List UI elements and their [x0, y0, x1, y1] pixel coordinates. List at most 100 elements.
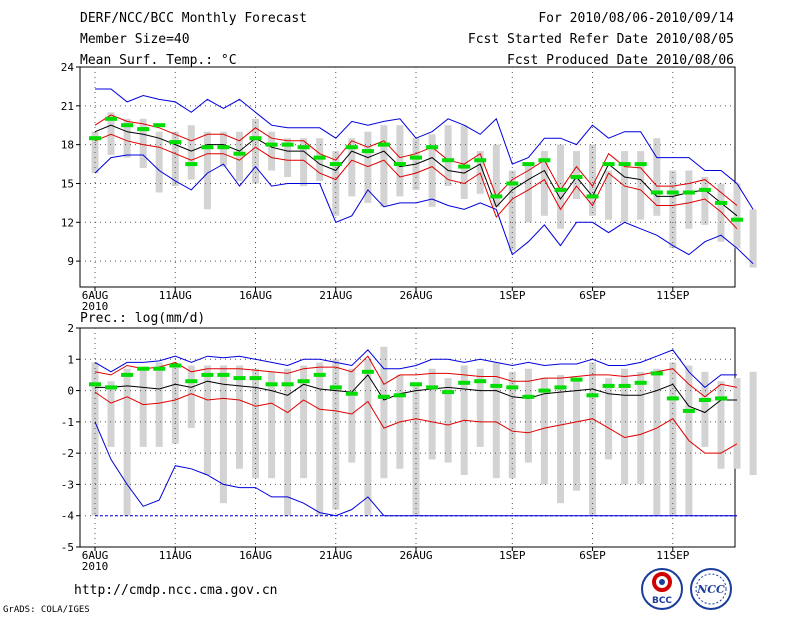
box-1-27 — [524, 368, 532, 463]
median-mark-0-35 — [650, 190, 663, 195]
upper-line-1 — [94, 355, 738, 398]
median-mark-1-35 — [650, 371, 663, 376]
median-mark-0-24 — [474, 158, 487, 163]
mean-line-1 — [95, 374, 737, 414]
bcc-logo-icon: BCC — [641, 568, 683, 610]
box-0-18 — [380, 125, 388, 207]
box-0-13 — [300, 138, 308, 187]
median-mark-0-23 — [458, 164, 471, 169]
median-mark-0-0 — [89, 136, 101, 141]
box-0-38 — [701, 177, 709, 225]
box-1-15 — [332, 359, 340, 510]
box-0-5 — [171, 131, 179, 187]
median-mark-0-33 — [618, 162, 631, 167]
median-mark-1-36 — [666, 396, 679, 401]
median-mark-1-5 — [169, 363, 182, 368]
y-tick-label-1-2: 2 — [67, 322, 74, 335]
median-mark-1-13 — [297, 379, 310, 384]
box-1-31 — [589, 362, 596, 516]
median-mark-0-38 — [698, 187, 711, 192]
y-tick-label-1--2: -2 — [61, 447, 74, 460]
box-0-23 — [460, 125, 468, 199]
box-1-9 — [236, 365, 243, 469]
box-1-28 — [540, 378, 548, 485]
median-mark-0-5 — [169, 140, 182, 145]
median-mark-0-25 — [490, 194, 503, 199]
header-right: For 2010/08/06-2010/09/14 Fcst Started R… — [468, 11, 734, 74]
box-1-8 — [219, 365, 227, 504]
median-mark-0-8 — [217, 145, 230, 150]
x-tick-label-1-15: 21AUG — [319, 549, 352, 562]
footer-url[interactable]: http://cmdp.ncc.cma.gov.cn — [74, 583, 278, 598]
box-0-1 — [107, 112, 115, 155]
median-mark-1-16 — [345, 391, 358, 396]
median-mark-0-28 — [538, 158, 551, 163]
box-1-4 — [155, 362, 163, 447]
x-tick-label-0-0: 6AUG — [82, 289, 109, 302]
median-mark-0-26 — [506, 181, 519, 186]
box-1-18 — [380, 346, 388, 479]
lower-line-0 — [94, 133, 738, 230]
box-1-33 — [621, 368, 629, 485]
box-0-11 — [268, 131, 276, 171]
box-1-14 — [316, 362, 324, 516]
median-mark-0-40 — [731, 217, 743, 222]
box-1-6 — [187, 365, 195, 429]
median-mark-1-24 — [474, 379, 487, 384]
box-0-34 — [637, 151, 645, 220]
max-line-0 — [95, 88, 754, 210]
median-mark-0-15 — [329, 162, 342, 167]
box-0-41 — [749, 209, 757, 268]
grads-credit: GrADS: COLA/IGES — [3, 605, 90, 615]
box-0-29 — [557, 144, 564, 229]
median-mark-0-18 — [377, 142, 390, 147]
median-mark-1-12 — [281, 382, 294, 387]
median-mark-0-7 — [201, 145, 214, 150]
median-mark-1-14 — [313, 372, 326, 377]
box-0-4 — [155, 131, 163, 193]
median-mark-1-31 — [586, 393, 599, 398]
box-0-26 — [508, 170, 516, 251]
median-mark-1-27 — [522, 394, 535, 399]
y-tick-label-0-9: 9 — [67, 255, 74, 268]
box-1-1 — [107, 381, 115, 447]
box-0-12 — [284, 138, 292, 177]
max-line-1 — [94, 349, 737, 389]
y-tick-label-0-24: 24 — [61, 61, 75, 74]
box-1-3 — [139, 368, 147, 447]
box-1-35 — [653, 368, 661, 516]
box-0-16 — [348, 138, 356, 197]
median-mark-0-29 — [554, 187, 567, 192]
x-tick-label-1-31: 6SEP — [579, 549, 606, 562]
box-0-36 — [669, 170, 677, 249]
box-1-0 — [91, 362, 99, 516]
box-1-20 — [412, 384, 420, 516]
median-mark-0-36 — [666, 190, 679, 195]
median-mark-1-26 — [506, 385, 519, 390]
box-0-31 — [589, 144, 596, 216]
box-0-37 — [685, 170, 693, 229]
median-mark-0-37 — [682, 190, 695, 195]
median-mark-0-34 — [634, 162, 647, 167]
x-tick-label-0-20: 26AUG — [399, 289, 432, 302]
plot-frame-0 — [79, 66, 736, 288]
box-1-5 — [171, 365, 179, 444]
box-0-7 — [203, 131, 211, 210]
box-0-35 — [653, 138, 661, 216]
median-mark-0-13 — [297, 145, 310, 150]
median-mark-1-23 — [458, 380, 471, 385]
box-1-17 — [364, 359, 372, 516]
median-mark-1-4 — [153, 366, 166, 371]
box-1-7 — [203, 365, 211, 475]
y-tick-label-1--3: -3 — [61, 478, 74, 491]
median-mark-0-31 — [586, 194, 599, 199]
median-mark-0-12 — [281, 142, 294, 147]
box-1-34 — [637, 371, 645, 485]
median-mark-0-9 — [233, 151, 246, 156]
median-mark-0-11 — [265, 142, 278, 147]
median-mark-1-3 — [137, 366, 150, 371]
variable-label: Mean Surf. Temp.: °C — [80, 53, 237, 68]
box-1-2 — [123, 368, 131, 516]
x-tick-label-0-15: 21AUG — [319, 289, 352, 302]
